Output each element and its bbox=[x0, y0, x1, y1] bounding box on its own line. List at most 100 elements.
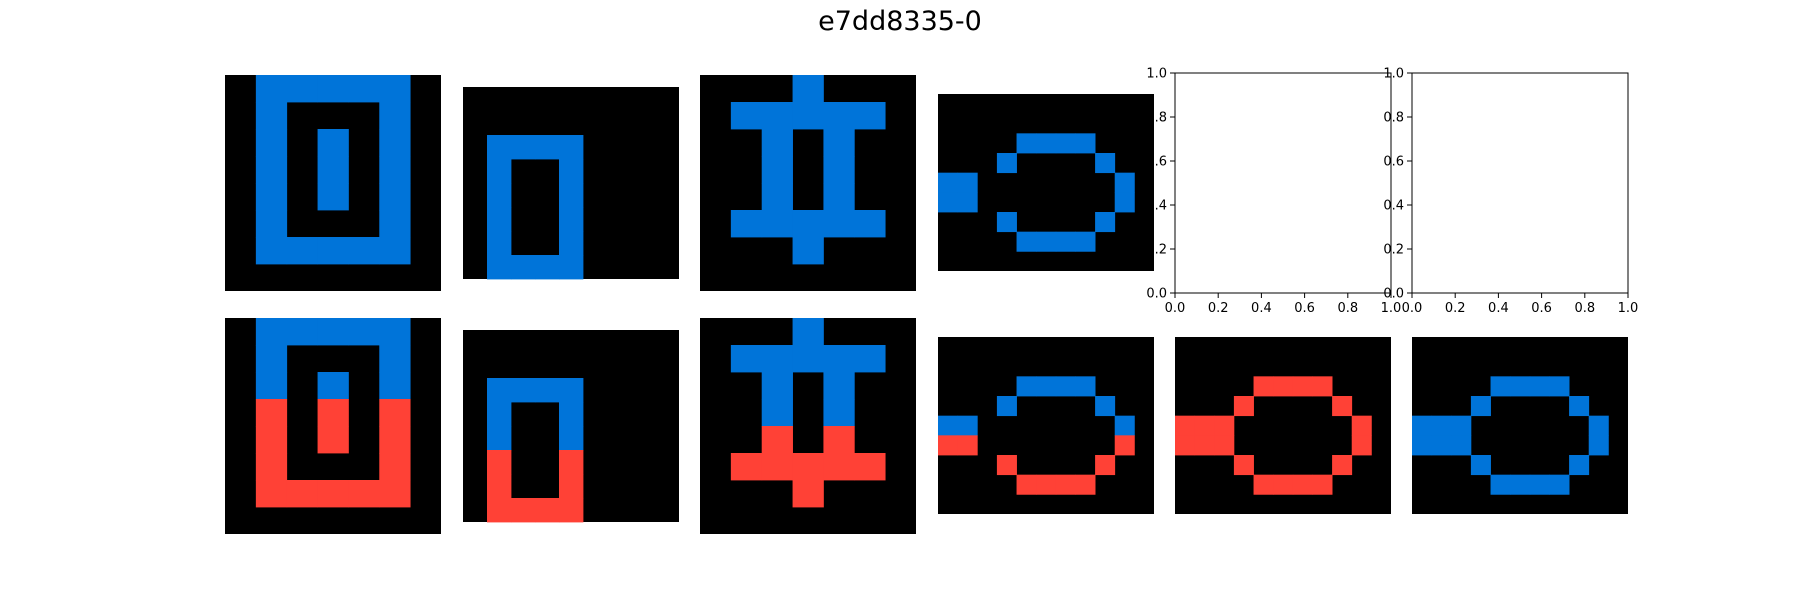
grid-cell bbox=[1332, 455, 1353, 476]
grid-cell bbox=[938, 415, 959, 436]
grid-cell bbox=[1036, 231, 1057, 252]
grid-cell bbox=[317, 426, 349, 454]
empty-axes-2: 0.0 0.2 0.4 0.6 0.8 1.00.00.20.40.60.81.0 bbox=[1383, 67, 1638, 317]
grid-cell bbox=[255, 453, 288, 481]
grid-cell bbox=[1114, 415, 1135, 436]
grid-cell bbox=[487, 474, 512, 499]
grid-cell bbox=[823, 102, 855, 130]
grid-cell bbox=[1351, 415, 1372, 436]
grid-cell bbox=[1510, 474, 1531, 495]
grid-cell bbox=[317, 372, 349, 400]
grid-cell bbox=[996, 153, 1017, 174]
grid-cell bbox=[255, 399, 288, 427]
grid-cell bbox=[1075, 133, 1096, 154]
grid-cell bbox=[1194, 415, 1215, 436]
grid-cell bbox=[379, 129, 411, 157]
x-tick-label: 0.0 bbox=[1165, 301, 1186, 316]
train-3-input bbox=[700, 75, 916, 291]
grid-cell bbox=[1055, 376, 1076, 397]
grid-cell bbox=[1055, 231, 1076, 252]
grid-cell bbox=[792, 210, 824, 238]
x-tick-label: 1.0 bbox=[1381, 301, 1402, 316]
grid-cell bbox=[1332, 396, 1353, 417]
grid-cell bbox=[1075, 474, 1096, 495]
grid-cell bbox=[255, 183, 288, 211]
grid-cell bbox=[957, 192, 978, 213]
grid-cell bbox=[487, 207, 512, 232]
grid-cell bbox=[792, 237, 824, 265]
grid-cell bbox=[487, 426, 512, 451]
grid-cell bbox=[317, 129, 349, 157]
grid-cell bbox=[823, 399, 855, 427]
grid-cell bbox=[1253, 474, 1274, 495]
grid-cell bbox=[487, 255, 512, 280]
grid-cell bbox=[761, 129, 793, 157]
grid-cell bbox=[1075, 231, 1096, 252]
grid-cell bbox=[1036, 376, 1057, 397]
grid-cell bbox=[255, 426, 288, 454]
grid-cell bbox=[823, 453, 855, 481]
grid-cell bbox=[348, 480, 380, 508]
grid-cell bbox=[1451, 415, 1472, 436]
grid-cell bbox=[559, 426, 584, 451]
y-tick-label: 0.0 bbox=[1383, 287, 1404, 302]
grid-cell bbox=[535, 378, 560, 403]
grid-cell bbox=[792, 75, 824, 103]
grid-cell bbox=[761, 183, 793, 211]
grid-cell bbox=[286, 318, 318, 346]
grid-cell bbox=[1549, 376, 1570, 397]
grid-cell bbox=[487, 159, 512, 184]
grid-cell bbox=[255, 318, 288, 346]
grid-cell bbox=[379, 480, 411, 508]
grid-cell bbox=[854, 102, 886, 130]
grid-cell bbox=[957, 435, 978, 456]
grid-cell bbox=[559, 474, 584, 499]
grid-cell bbox=[379, 156, 411, 184]
grid-cell bbox=[1233, 396, 1254, 417]
grid-cell bbox=[559, 231, 584, 256]
grid-cell bbox=[1431, 415, 1452, 436]
x-tick-label: 0.8 bbox=[1574, 301, 1595, 316]
grid-cell bbox=[535, 255, 560, 280]
y-tick-label: 0.2 bbox=[1383, 243, 1404, 258]
grid-cell bbox=[1175, 415, 1196, 436]
grid-cell bbox=[317, 399, 349, 427]
grid-cell bbox=[255, 480, 288, 508]
test-prediction bbox=[1412, 337, 1628, 514]
grid-cell bbox=[854, 210, 886, 238]
grid-cell bbox=[1412, 415, 1433, 436]
grid-cell bbox=[761, 345, 793, 373]
grid-cell bbox=[317, 183, 349, 211]
grid-cell bbox=[761, 156, 793, 184]
grid-cell bbox=[823, 156, 855, 184]
grid-cell bbox=[1095, 455, 1116, 476]
grid-cell bbox=[379, 372, 411, 400]
grid-cell bbox=[559, 450, 584, 475]
y-tick-label: 1.0 bbox=[1146, 67, 1167, 82]
train-1-output bbox=[225, 318, 441, 534]
grid-cell bbox=[487, 231, 512, 256]
grid-cell bbox=[317, 75, 349, 103]
grid-cell bbox=[823, 426, 855, 454]
grid-cell bbox=[854, 345, 886, 373]
grid-cell bbox=[1233, 455, 1254, 476]
grid-cell bbox=[255, 237, 288, 265]
x-tick-label: 0.2 bbox=[1208, 301, 1229, 316]
grid-cell bbox=[559, 378, 584, 403]
train-4-output bbox=[938, 337, 1154, 514]
grid-cell bbox=[730, 453, 763, 481]
grid-cell bbox=[996, 212, 1017, 233]
y-tick-label: 0.0 bbox=[1146, 287, 1167, 302]
grid-cell bbox=[255, 156, 288, 184]
grid-cell bbox=[761, 102, 793, 130]
grid-cell bbox=[487, 450, 512, 475]
grid-cell bbox=[1214, 415, 1235, 436]
grid-cell bbox=[1194, 435, 1215, 456]
grid-cell bbox=[823, 210, 855, 238]
x-tick-label: 0.8 bbox=[1337, 301, 1358, 316]
grid-cell bbox=[535, 498, 560, 523]
grid-cell bbox=[761, 210, 793, 238]
grid-cell bbox=[761, 453, 793, 481]
grid-cell bbox=[255, 210, 288, 238]
grid-cell bbox=[938, 172, 959, 193]
